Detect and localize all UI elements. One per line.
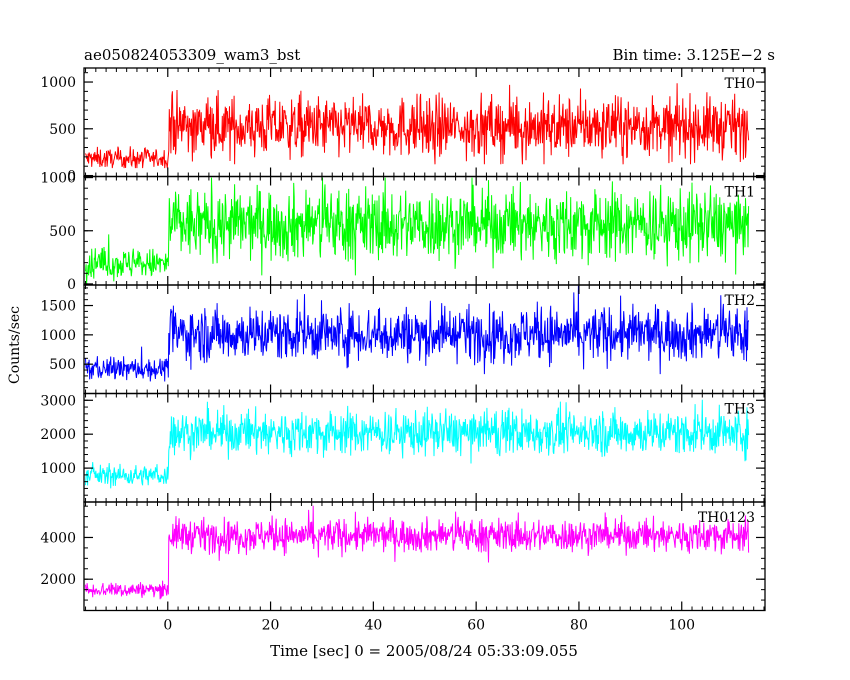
series-label-th1: TH1 xyxy=(725,185,755,201)
series-line-th2 xyxy=(85,285,750,382)
series-line-th3 xyxy=(85,399,750,489)
y-tick-label: 3000 xyxy=(40,393,76,409)
x-tick-label: 20 xyxy=(262,618,280,634)
x-tick-label: 80 xyxy=(570,618,588,634)
series-label-th2: TH2 xyxy=(725,293,755,309)
y-tick-label: 1000 xyxy=(40,171,76,187)
y-tick-label: 2000 xyxy=(40,572,76,588)
x-tick-label: 60 xyxy=(467,618,485,634)
x-axis-label: Time [sec] 0 = 2005/08/24 05:33:09.055 xyxy=(270,642,578,660)
series-line-th1 xyxy=(85,177,750,284)
y-tick-label: 4000 xyxy=(40,530,76,546)
y-tick-label: 1000 xyxy=(40,328,76,344)
x-tick-label: 0 xyxy=(163,618,172,634)
y-tick-label: 500 xyxy=(49,224,76,240)
y-tick-label: 1500 xyxy=(40,299,76,315)
y-tick-label: 2000 xyxy=(40,427,76,443)
series-line-th0123 xyxy=(85,505,750,600)
x-tick-label: 40 xyxy=(364,618,382,634)
series-line-th0 xyxy=(85,83,750,169)
y-tick-label: 500 xyxy=(49,357,76,373)
y-tick-label: 1000 xyxy=(40,75,76,91)
series-label-th0: TH0 xyxy=(725,76,755,92)
bin-time-label: Bin time: 3.125E−2 s xyxy=(613,46,775,64)
series-label-th3: TH3 xyxy=(725,402,755,418)
chart-title: ae050824053309_wam3_bst xyxy=(84,46,300,64)
y-tick-label: 0 xyxy=(67,169,76,185)
panel-frame-th0123 xyxy=(83,501,766,612)
series-label-th0123: TH0123 xyxy=(698,510,755,526)
y-tick-label: 500 xyxy=(49,122,76,138)
y-tick-label: 1000 xyxy=(40,461,76,477)
y-axis-label: Counts/sec xyxy=(7,306,23,384)
panel-frame-th3 xyxy=(83,392,766,503)
x-tick-label: 100 xyxy=(668,618,695,634)
y-tick-label: 0 xyxy=(67,277,76,293)
